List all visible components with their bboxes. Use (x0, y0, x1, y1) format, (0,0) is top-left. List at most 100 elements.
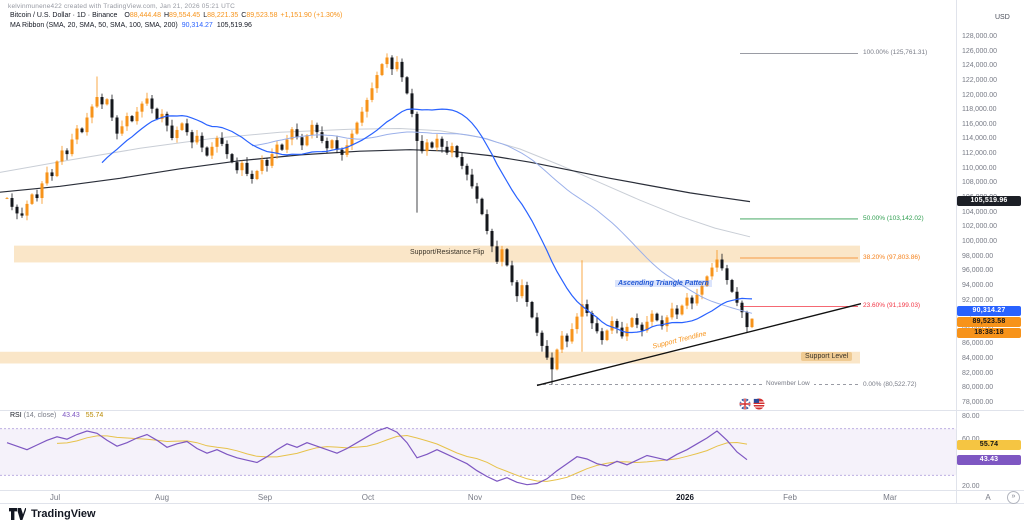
sma200-badge: 105,519.96 (957, 196, 1021, 206)
time-axis-label[interactable]: Mar (883, 493, 897, 502)
ma-ribbon-legend[interactable]: MA Ribbon (SMA, 20, SMA, 50, SMA, 100, S… (10, 22, 252, 29)
time-axis-label[interactable]: 2026 (676, 493, 694, 502)
ohlc-close-key: C (241, 12, 247, 19)
ohlc-low-key: L (203, 12, 208, 19)
price-axis-label[interactable]: 94,000.00 (962, 281, 994, 289)
price-axis-label[interactable]: 100,000.00 (962, 237, 998, 245)
price-axis-label[interactable]: 86,000.00 (962, 340, 994, 348)
ohlc-high-value: 89,554.45 (169, 12, 201, 19)
price-axis-label[interactable]: 92,000.00 (962, 296, 994, 304)
rsi-legend[interactable]: RSI (14, close) 43.43 55.74 (10, 412, 103, 419)
symbol-title: Bitcoin / U.S. Dollar · 1D · Binance (10, 12, 118, 19)
price-axis-label[interactable]: 124,000.00 (962, 62, 998, 70)
fib-label: 100.00% (125,761.31) (861, 49, 930, 57)
price-axis-label[interactable]: 98,000.00 (962, 252, 994, 260)
price-axis-label[interactable]: 116,000.00 (962, 120, 997, 128)
zones-layer (0, 245, 860, 364)
support-trendline (536, 302, 863, 387)
slow-ma-layer (0, 127, 751, 238)
price-axis-separator (956, 0, 957, 503)
price-axis-label[interactable]: 128,000.00 (962, 33, 998, 40)
sma50-line (251, 131, 753, 314)
sma200-value: 105,519.96 (216, 21, 252, 29)
footer-separator (0, 503, 1024, 504)
uk-flag-icon[interactable] (739, 398, 751, 410)
tradingview-logo-icon (9, 508, 26, 520)
support-level-label: Support Level (801, 352, 853, 361)
currency-label: USD (995, 14, 1010, 21)
candles-layer (5, 53, 754, 385)
rsi-layer (0, 426, 956, 486)
price-axis-label[interactable]: 102,000.00 (962, 223, 998, 231)
rsi-axis-label[interactable]: 20.00 (962, 483, 980, 490)
price-axis-label[interactable]: 82,000.00 (962, 369, 994, 377)
price-axis-label[interactable]: 114,000.00 (962, 135, 997, 143)
rsi-params: (14, close) (23, 412, 57, 419)
price-axis-label[interactable]: 122,000.00 (962, 76, 998, 84)
sma20-line (101, 108, 753, 334)
price-axis-label[interactable]: 112,000.00 (962, 150, 997, 158)
countdown-badge: 18:38:18 (957, 327, 1021, 338)
footer-brand[interactable]: TradingView (9, 508, 96, 520)
ma-ribbon-title: MA Ribbon (SMA, 20, SMA, 50, SMA, 100, S… (10, 21, 178, 29)
fast-ma-layer (101, 108, 753, 334)
sma200-line (0, 149, 751, 203)
ohlc-open-key: O (124, 12, 130, 19)
rsi-ma-badge: 55.74 (957, 440, 1021, 451)
go-to-realtime-button[interactable]: » (1007, 491, 1020, 504)
fib-label: 38.20% (97,803.86) (861, 254, 923, 262)
time-axis-label[interactable]: Feb (783, 493, 797, 502)
us-flag-icon[interactable] (753, 398, 765, 410)
time-axis-separator (0, 490, 1024, 491)
ohlc-open-value: 88,444.48 (129, 12, 161, 19)
fib-label: 50.00% (103,142.02) (861, 214, 926, 222)
sma20-value: 90,314.27 (181, 21, 213, 29)
zone-0 (14, 245, 860, 263)
rsi-title: RSI (10, 412, 22, 419)
price-axis-label[interactable]: 108,000.00 (962, 179, 998, 187)
change-value: +1,151.90 (+1.30%) (280, 12, 343, 19)
time-axis-label[interactable]: A (985, 493, 991, 502)
tradingview-wordmark: TradingView (31, 508, 96, 520)
time-axis-label[interactable]: Oct (361, 493, 375, 502)
ascending-triangle-label: Ascending Triangle Pattern (615, 280, 712, 287)
drawings-layer (536, 302, 863, 387)
price-axis-label[interactable]: 118,000.00 (962, 106, 997, 114)
price-axis-label[interactable]: 104,000.00 (962, 208, 998, 216)
sma100-line (0, 127, 751, 238)
rsi-value-badge: 43.43 (957, 454, 1021, 465)
time-axis-label[interactable]: Aug (154, 493, 170, 502)
pane-divider[interactable] (0, 410, 1024, 411)
time-axis-label[interactable]: Sep (257, 493, 273, 502)
fib-layer (537, 52, 858, 385)
price-axis-label[interactable]: 80,000.00 (962, 384, 994, 392)
zone-1 (0, 351, 860, 364)
last-price-badge: 89,523.58 (957, 317, 1021, 327)
sma20-badge: 90,314.27 (957, 306, 1021, 316)
november-low-label: November Low (762, 380, 814, 387)
fib-label: 0.00% (80,522.72) (861, 380, 919, 388)
price-axis-label[interactable]: 120,000.00 (962, 91, 998, 99)
rsi-line (6, 426, 748, 486)
symbol-legend[interactable]: Bitcoin / U.S. Dollar · 1D · Binance O88,… (10, 12, 342, 19)
time-axis-label[interactable]: Dec (570, 493, 586, 502)
rsi-axis-label[interactable]: 80.00 (962, 413, 980, 420)
rsi-axis-label[interactable]: 60.00 (962, 436, 980, 443)
support-resistance-flip-label: Support/Resistance Flip (410, 249, 485, 256)
rsi-value: 43.43 (62, 412, 80, 419)
price-axis-label[interactable]: 110,000.00 (962, 164, 997, 172)
fib-label: 23.60% (91,199.03) (861, 302, 923, 310)
rsi-ma-value: 55.74 (85, 412, 104, 419)
price-axis-label[interactable]: 78,000.00 (962, 399, 994, 406)
price-axis-label[interactable]: 96,000.00 (962, 267, 994, 275)
ohlc-high-key: H (163, 12, 170, 19)
time-axis-label[interactable]: Jul (49, 493, 61, 502)
time-axis-label[interactable]: Nov (467, 493, 483, 502)
attribution-text: kelvinmunene422 created with TradingView… (8, 3, 236, 10)
ohlc-low-value: 88,221.35 (207, 12, 239, 19)
price-axis-label[interactable]: 126,000.00 (962, 47, 998, 55)
price-axis-label[interactable]: 84,000.00 (962, 355, 994, 363)
ohlc-close-value: 89,523.58 (246, 12, 278, 19)
